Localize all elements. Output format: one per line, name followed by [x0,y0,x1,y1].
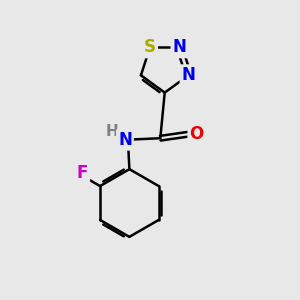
Text: S: S [144,38,156,56]
Text: N: N [172,38,186,56]
Text: N: N [182,66,196,84]
Text: O: O [189,125,204,143]
Text: H: H [105,124,118,139]
Text: N: N [118,131,132,149]
Text: F: F [77,164,88,182]
